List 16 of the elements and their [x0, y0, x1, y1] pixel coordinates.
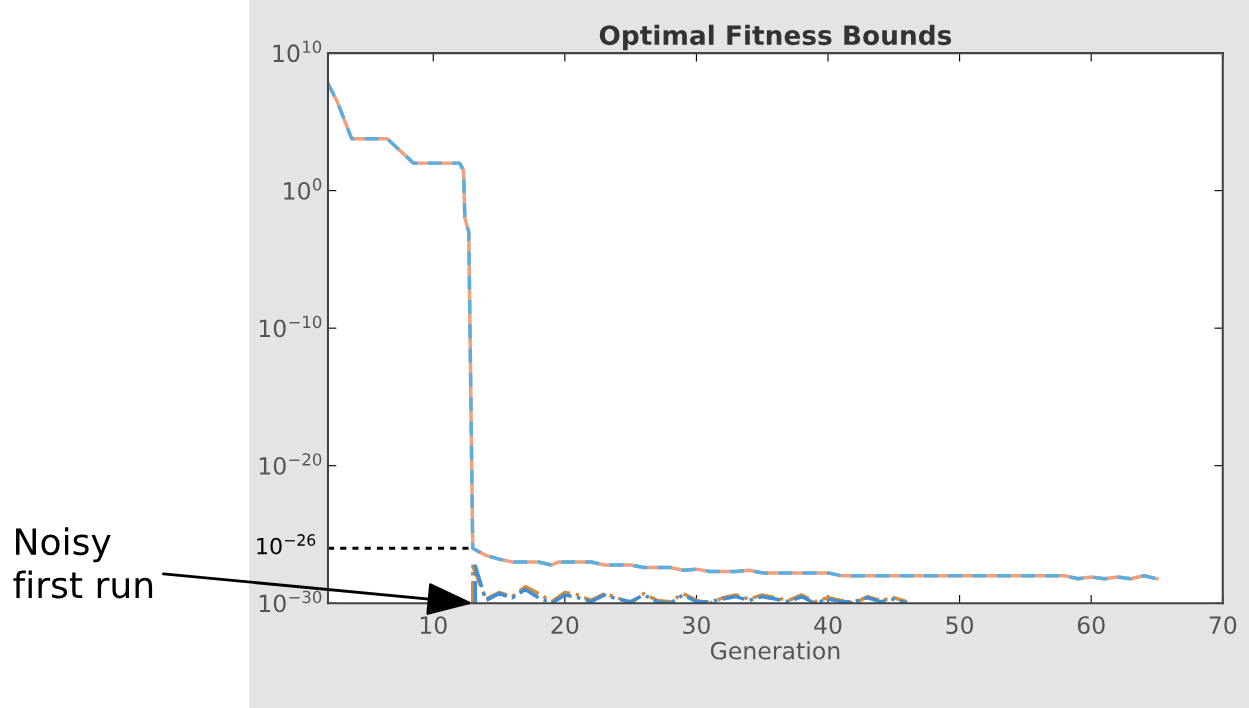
x-tick-label: 30 — [683, 616, 710, 634]
x-tick-label: 20 — [551, 616, 579, 634]
x-axis-title: Generation — [710, 641, 840, 660]
x-tick-label: 60 — [1077, 616, 1105, 634]
y-tick-label: 10$^{−30}$ — [259, 590, 322, 613]
x-tick-label: 40 — [814, 616, 842, 634]
y-tick-label: 10$^{0}$ — [284, 178, 322, 200]
y-tick-label: 10$^{−20}$ — [259, 453, 322, 475]
annotation: 10$^{−26}$ — [257, 534, 316, 555]
chart-title: Optimal Fitness Bounds — [599, 24, 952, 51]
x-tick-label: 10 — [420, 616, 447, 634]
y-tick-label: 10$^{10}$ — [273, 40, 322, 63]
y-tick-label: 10$^{−10}$ — [259, 315, 322, 338]
annotation: Noisy first run — [13, 527, 153, 599]
x-tick-label: 70 — [1209, 616, 1237, 634]
x-tick-label: 50 — [946, 616, 974, 634]
